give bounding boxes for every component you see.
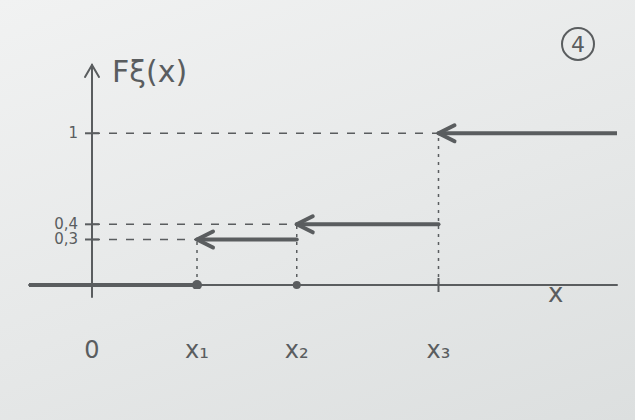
x-axis <box>29 284 617 286</box>
y-tick-label: 1 <box>68 124 78 142</box>
v-guide <box>438 133 440 285</box>
step-segment <box>197 231 297 247</box>
y-axis <box>91 65 93 297</box>
step-arrowhead <box>439 125 455 141</box>
step-line <box>439 131 618 135</box>
h-guide <box>92 133 439 135</box>
step-segment <box>439 125 618 141</box>
y-tick-label: 0,4 <box>54 215 78 233</box>
x-tick-label: 0 <box>84 336 99 364</box>
step-end-dot <box>192 280 202 289</box>
x-tick-label: x₃ <box>427 336 451 364</box>
step-segment <box>297 216 439 232</box>
step-arrowhead <box>197 231 213 247</box>
step-line <box>197 237 297 241</box>
x-tick <box>193 281 201 289</box>
y-axis-arrow <box>85 65 99 77</box>
step-line <box>297 222 439 226</box>
plot-area <box>29 125 617 289</box>
v-guide <box>196 239 198 285</box>
h-guide <box>92 224 297 226</box>
step-line <box>29 283 197 287</box>
step-segment <box>29 280 202 289</box>
chart: 0,30,410x₁x₂x₃Fξ(x)x4 <box>0 0 635 420</box>
y-axis-label: Fξ(x) <box>112 54 187 89</box>
x-axis-label: x <box>548 278 563 308</box>
annotation-circle <box>562 28 594 60</box>
x-tick-label: x₂ <box>285 336 309 364</box>
annotation: 4 <box>571 32 585 57</box>
x-tick-label: x₁ <box>185 336 209 364</box>
h-guide <box>92 239 197 241</box>
step-arrowhead <box>297 216 313 232</box>
v-guide <box>296 224 298 285</box>
